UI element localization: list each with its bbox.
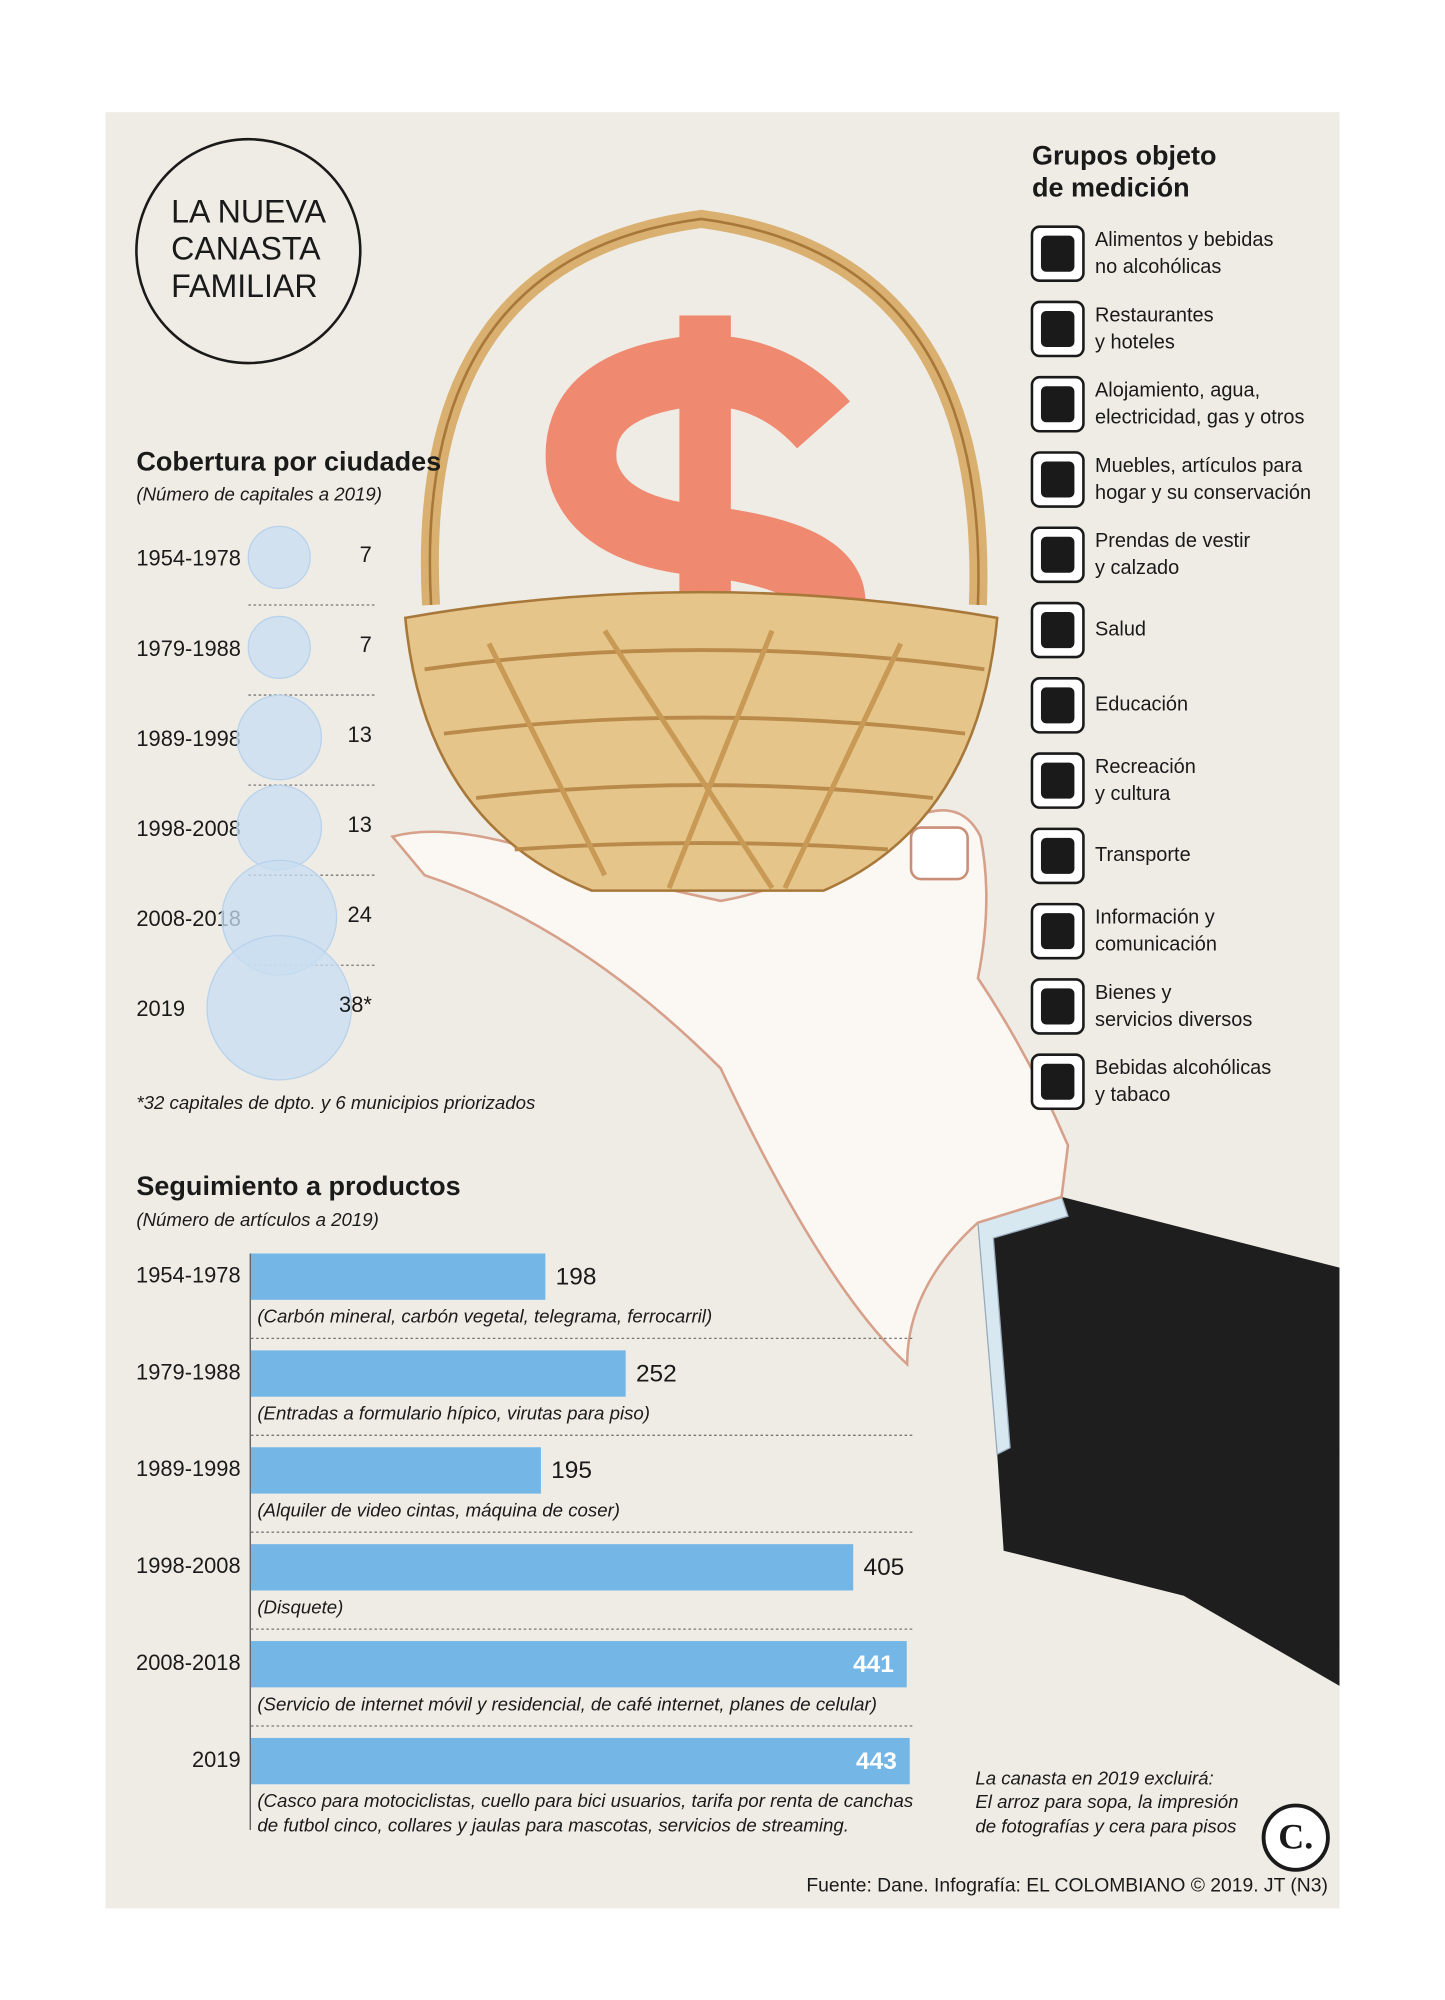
group-icon-glyph [1040, 762, 1075, 799]
title-circle [135, 137, 362, 365]
group-label: no alcohólicas [1095, 256, 1221, 278]
value-label: 443 [856, 1748, 897, 1775]
group-label: y tabaco [1095, 1084, 1170, 1106]
group-icon-glyph [1040, 310, 1075, 347]
main-title: CANASTA [171, 231, 321, 267]
group-label: Alimentos y bebidas [1095, 229, 1273, 251]
group-label: y hoteles [1095, 331, 1175, 353]
category-label: 1979-1988 [136, 636, 241, 661]
bar-note: (Disquete) [257, 1596, 343, 1617]
group-label: Alojamiento, agua, [1095, 380, 1260, 402]
group-label: Información y [1095, 907, 1215, 929]
exclusion-note: de fotografías y cera para pisos [975, 1815, 1236, 1836]
bar-note: de futbol cinco, collares y jaulas para … [257, 1815, 849, 1836]
category-label: 1954-1978 [136, 1262, 241, 1287]
chart-title: Cobertura por ciudades [136, 447, 441, 477]
bar [250, 1737, 910, 1785]
main-title: LA NUEVA [171, 193, 326, 229]
group-label: Restaurantes [1095, 304, 1214, 326]
bubble [206, 934, 353, 1081]
value-label: 441 [853, 1651, 894, 1678]
category-label: 2008-2018 [136, 1650, 241, 1675]
value-label: 38* [339, 992, 372, 1017]
bar [250, 1544, 854, 1591]
category-label: 2019 [136, 996, 185, 1021]
category-label: 2019 [192, 1747, 241, 1772]
group-label: Salud [1095, 618, 1146, 640]
bar [250, 1253, 546, 1300]
value-label: 7 [360, 632, 372, 657]
group-icon-glyph [1040, 612, 1075, 649]
chart-subtitle: (Número de artículos a 2019) [136, 1209, 378, 1230]
group-icon-glyph [1040, 988, 1075, 1025]
bubble [247, 615, 311, 680]
group-label: y cultura [1095, 783, 1171, 805]
category-label: 1954-1978 [136, 546, 241, 571]
value-label: 252 [636, 1360, 677, 1387]
group-label: Recreación [1095, 756, 1196, 778]
chart-subtitle: (Número de capitales a 2019) [136, 484, 382, 505]
exclusion-note: El arroz para sopa, la impresión [975, 1791, 1238, 1812]
group-label: Muebles, artículos para [1095, 455, 1303, 477]
group-label: hogar y su conservación [1095, 482, 1311, 504]
bubble [236, 784, 323, 871]
category-label: 1998-2008 [136, 816, 241, 841]
chart-title: Seguimiento a productos [136, 1171, 460, 1201]
bar-note: (Carbón mineral, carbón vegetal, telegra… [257, 1306, 712, 1327]
value-label: 7 [360, 542, 372, 567]
group-icon-glyph [1040, 235, 1075, 272]
groups-title: de medición [1032, 172, 1190, 202]
value-label: 13 [348, 812, 372, 837]
group-icon-glyph [1040, 461, 1075, 498]
bar-note: (Alquiler de video cintas, máquina de co… [257, 1500, 620, 1521]
bar-note: (Entradas a formulario hípico, virutas p… [257, 1403, 650, 1424]
group-label: servicios diversos [1095, 1009, 1252, 1031]
category-label: 1989-1998 [136, 726, 241, 751]
illustration [390, 209, 1340, 1686]
group-icon-glyph [1040, 687, 1075, 724]
group-label: Bebidas alcohólicas [1095, 1057, 1271, 1079]
group-icon-glyph [1040, 536, 1075, 573]
bar-note: (Servicio de internet móvil y residencia… [257, 1693, 877, 1714]
group-label: electricidad, gas y otros [1095, 407, 1304, 429]
group-label: y calzado [1095, 557, 1179, 579]
source: Fuente: Dane. Infografía: EL COLOMBIANO … [806, 1876, 1328, 1897]
value-label: 24 [348, 902, 372, 927]
group-icon-glyph [1040, 837, 1075, 874]
category-label: 1989-1998 [136, 1456, 241, 1481]
main-title: FAMILIAR [171, 268, 318, 304]
bar [250, 1641, 907, 1688]
bubble [247, 525, 311, 589]
group-label: Transporte [1095, 844, 1191, 866]
group-icon-glyph [1040, 1063, 1075, 1100]
value-label: 195 [551, 1457, 592, 1484]
value-label: 405 [864, 1554, 905, 1581]
logo [1261, 1803, 1330, 1872]
group-label: Prendas de vestir [1095, 530, 1251, 552]
category-label: 1979-1988 [136, 1359, 241, 1384]
bubble [236, 694, 323, 781]
bar-note: (Casco para motociclistas, cuello para b… [257, 1790, 913, 1811]
value-label: 198 [556, 1263, 597, 1290]
footnote: *32 capitales de dpto. y 6 municipios pr… [136, 1092, 535, 1113]
bar [250, 1447, 541, 1494]
group-icon-glyph [1040, 913, 1075, 950]
bar [250, 1350, 626, 1397]
value-label: 13 [348, 722, 372, 747]
group-label: comunicación [1095, 934, 1217, 956]
category-label: 1998-2008 [136, 1553, 241, 1578]
exclusion-note: La canasta en 2019 excluirá: [975, 1768, 1213, 1789]
group-label: Educación [1095, 694, 1188, 716]
group-label: Bienes y [1095, 982, 1172, 1004]
group-icon-glyph [1040, 386, 1075, 423]
groups-title: Grupos objeto [1032, 140, 1217, 170]
logo-text: C. [1278, 1817, 1313, 1857]
